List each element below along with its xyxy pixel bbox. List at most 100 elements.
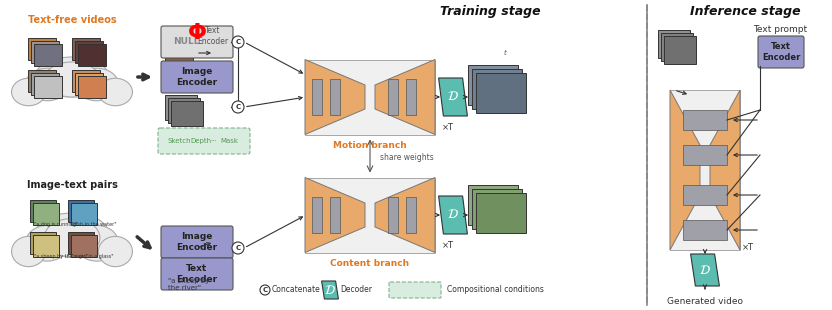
Text: share weights: share weights (380, 153, 433, 162)
Text: Concatenate: Concatenate (272, 286, 321, 294)
Text: "a sheep by the river": "a sheep by the river" (34, 254, 88, 259)
Polygon shape (691, 254, 720, 286)
FancyBboxPatch shape (71, 235, 97, 257)
FancyBboxPatch shape (389, 282, 441, 298)
Text: Text
Encoder: Text Encoder (762, 42, 800, 62)
FancyBboxPatch shape (330, 197, 340, 233)
Circle shape (232, 36, 244, 48)
Text: ×T: ×T (442, 123, 454, 132)
Text: Motion branch: Motion branch (333, 140, 407, 149)
FancyBboxPatch shape (161, 61, 233, 93)
FancyBboxPatch shape (165, 42, 193, 64)
FancyBboxPatch shape (664, 36, 696, 64)
Text: $\mathcal{D}$: $\mathcal{D}$ (447, 209, 459, 222)
Text: Φ: Φ (187, 23, 206, 43)
FancyBboxPatch shape (165, 235, 193, 257)
Ellipse shape (35, 57, 109, 97)
FancyBboxPatch shape (71, 203, 97, 225)
Polygon shape (305, 178, 365, 253)
FancyBboxPatch shape (388, 197, 398, 233)
Text: 1: 1 (190, 118, 195, 127)
FancyBboxPatch shape (670, 90, 740, 250)
Text: Inference stage: Inference stage (690, 6, 800, 19)
Text: NULL: NULL (173, 38, 200, 46)
Ellipse shape (75, 225, 118, 261)
FancyBboxPatch shape (472, 189, 522, 229)
Ellipse shape (26, 68, 69, 101)
FancyBboxPatch shape (28, 38, 56, 60)
Text: C: C (235, 39, 240, 45)
Ellipse shape (12, 78, 46, 106)
Text: "fish in the water": "fish in the water" (72, 222, 116, 227)
Text: Compositional conditions: Compositional conditions (447, 286, 544, 294)
Polygon shape (438, 78, 468, 116)
FancyBboxPatch shape (305, 60, 435, 135)
Text: Text
Encoder: Text Encoder (176, 264, 217, 284)
FancyBboxPatch shape (312, 79, 322, 115)
Text: Depth: Depth (190, 138, 211, 144)
Text: "a sheep by
the river": "a sheep by the river" (168, 278, 210, 291)
FancyBboxPatch shape (330, 79, 340, 115)
FancyBboxPatch shape (28, 70, 56, 92)
FancyBboxPatch shape (34, 76, 62, 98)
FancyBboxPatch shape (683, 220, 727, 240)
FancyBboxPatch shape (472, 69, 522, 109)
Ellipse shape (98, 78, 132, 106)
FancyBboxPatch shape (171, 101, 203, 126)
Polygon shape (710, 90, 740, 250)
FancyBboxPatch shape (161, 226, 233, 258)
FancyBboxPatch shape (468, 185, 518, 225)
FancyBboxPatch shape (30, 232, 56, 254)
FancyBboxPatch shape (658, 30, 690, 58)
Text: $\mathcal{D}$: $\mathcal{D}$ (447, 91, 459, 104)
Polygon shape (375, 178, 435, 253)
FancyBboxPatch shape (476, 73, 526, 113)
FancyBboxPatch shape (683, 145, 727, 165)
FancyBboxPatch shape (388, 79, 398, 115)
Text: Content branch: Content branch (330, 259, 409, 268)
FancyBboxPatch shape (683, 185, 727, 205)
Text: ···: ··· (210, 138, 217, 144)
Text: Text-free videos: Text-free videos (27, 15, 116, 25)
Text: ×T: ×T (442, 241, 454, 250)
Ellipse shape (12, 236, 46, 267)
Text: Sketch: Sketch (167, 138, 191, 144)
FancyBboxPatch shape (406, 79, 416, 115)
FancyBboxPatch shape (33, 203, 59, 225)
Polygon shape (375, 60, 435, 135)
FancyBboxPatch shape (33, 235, 59, 257)
Text: Decoder: Decoder (340, 286, 372, 294)
Text: Generated video: Generated video (667, 298, 743, 307)
Text: Text
Encoder: Text Encoder (197, 26, 229, 46)
FancyBboxPatch shape (30, 200, 56, 222)
Ellipse shape (98, 236, 132, 267)
FancyBboxPatch shape (72, 38, 100, 60)
FancyBboxPatch shape (68, 200, 94, 222)
Polygon shape (670, 90, 700, 250)
Text: 1: 1 (512, 103, 518, 112)
Ellipse shape (26, 225, 69, 261)
FancyBboxPatch shape (68, 232, 94, 254)
Text: Image-text pairs: Image-text pairs (27, 180, 117, 190)
Text: C: C (235, 104, 240, 110)
FancyBboxPatch shape (72, 70, 100, 92)
FancyBboxPatch shape (31, 73, 59, 95)
Ellipse shape (75, 68, 118, 101)
FancyBboxPatch shape (683, 110, 727, 130)
Text: ×T: ×T (742, 243, 754, 252)
Text: "a dog is running": "a dog is running" (34, 222, 78, 227)
Circle shape (232, 242, 244, 254)
Text: Text prompt: Text prompt (753, 25, 807, 34)
Text: t: t (504, 50, 507, 56)
FancyBboxPatch shape (158, 128, 250, 154)
FancyBboxPatch shape (758, 36, 804, 68)
Polygon shape (322, 281, 339, 299)
Ellipse shape (35, 213, 109, 257)
FancyBboxPatch shape (168, 98, 200, 123)
Text: C: C (262, 287, 268, 293)
Text: C: C (235, 245, 240, 251)
Text: Training stage: Training stage (439, 6, 540, 19)
FancyBboxPatch shape (305, 178, 435, 253)
Text: 1: 1 (512, 221, 518, 230)
FancyBboxPatch shape (75, 41, 103, 63)
